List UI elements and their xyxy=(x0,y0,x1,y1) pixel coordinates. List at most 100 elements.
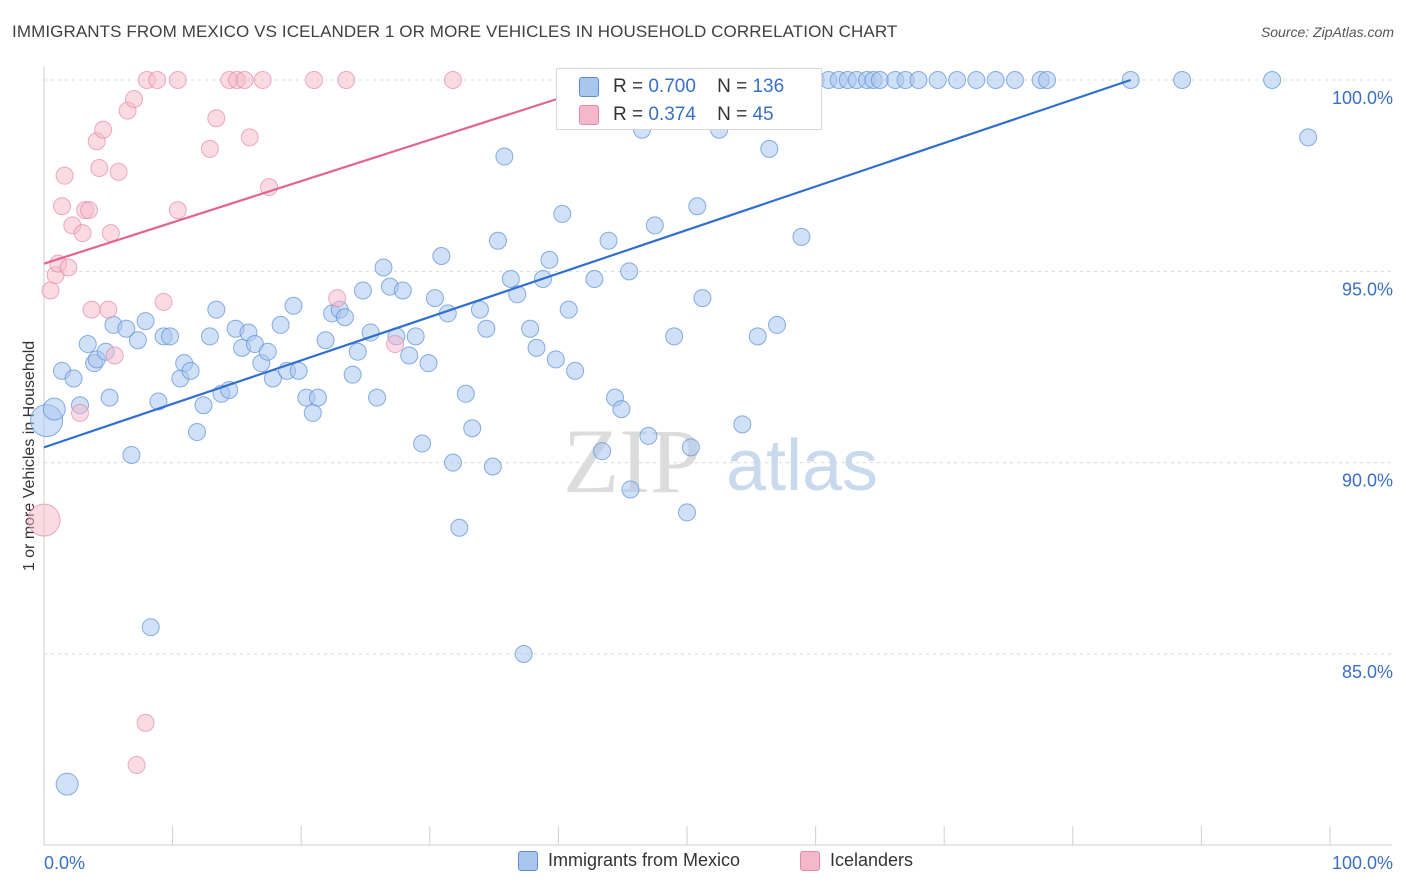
scatter-point xyxy=(986,71,1005,89)
scatter-point xyxy=(470,300,489,319)
scatter-point xyxy=(90,159,109,178)
scatter-point xyxy=(419,354,438,373)
scatter-point xyxy=(748,327,767,346)
scatter-point xyxy=(521,319,540,338)
scatter-point xyxy=(141,618,160,637)
scatter-point xyxy=(1263,71,1282,89)
scatter-point xyxy=(559,300,578,319)
scatter-point xyxy=(78,335,97,354)
legend-item-mexico[interactable]: Immigrants from Mexico xyxy=(518,850,740,871)
scatter-point xyxy=(109,162,128,181)
scatter-point xyxy=(488,231,507,250)
scatter-point xyxy=(271,315,290,334)
n-value: 45 xyxy=(752,104,774,125)
scatter-point xyxy=(450,518,469,537)
legend-item-icelanders[interactable]: Icelanders xyxy=(800,850,913,871)
scatter-point xyxy=(406,327,425,346)
source-label: Source: ZipAtlas.com xyxy=(1260,24,1394,40)
scatter-point xyxy=(443,453,462,472)
scatter-point xyxy=(27,503,61,537)
watermark-atlas: atlas xyxy=(726,426,878,506)
scatter-point xyxy=(343,365,362,384)
scatter-point xyxy=(593,442,612,461)
legend-label-mexico: Immigrants from Mexico xyxy=(548,850,741,870)
scatter-point xyxy=(42,397,66,421)
scatter-point xyxy=(456,384,475,403)
scatter-point xyxy=(101,224,120,243)
scatter-point xyxy=(463,419,482,438)
scatter-point xyxy=(188,423,207,442)
scatter-point xyxy=(546,350,565,369)
stats-swatch-icelanders xyxy=(579,105,599,125)
scatter-point xyxy=(1038,71,1057,89)
scatter-point xyxy=(235,71,254,89)
scatter-point xyxy=(207,300,226,319)
scatter-point xyxy=(59,258,78,277)
x-tick-label: 100.0% xyxy=(1332,853,1393,873)
trend-line-mexico xyxy=(43,78,1132,449)
watermark: ZIP atlas xyxy=(563,410,878,512)
scatter-point xyxy=(540,250,559,269)
scatter-point xyxy=(53,197,72,216)
scatter-point xyxy=(665,327,684,346)
axes xyxy=(43,66,1392,846)
scatter-point xyxy=(374,258,393,277)
scatter-point xyxy=(260,178,279,197)
scatter-point xyxy=(760,139,779,158)
scatter-point xyxy=(71,403,90,422)
scatter-point xyxy=(55,772,79,796)
scatter-point xyxy=(258,342,277,361)
scatter-point xyxy=(361,323,380,342)
scatter-point xyxy=(128,331,147,350)
scatter-point xyxy=(207,109,226,128)
scatter-point xyxy=(599,231,618,250)
scatter-point xyxy=(154,292,173,311)
scatter-point xyxy=(393,281,412,300)
scatter-point xyxy=(928,71,947,89)
scatter-point xyxy=(99,300,118,319)
y-tick-label: 95.0% xyxy=(1342,279,1393,299)
scatter-point xyxy=(693,289,712,308)
scatter-point xyxy=(240,128,259,147)
scatter-point xyxy=(94,120,113,139)
scatter-point xyxy=(161,327,180,346)
scatter-point xyxy=(508,285,527,304)
scatter-point xyxy=(117,319,136,338)
scatter-point xyxy=(181,361,200,380)
scatter-point xyxy=(82,300,101,319)
trend-lines xyxy=(43,78,1132,449)
scatter-point xyxy=(400,346,419,365)
scatter-point xyxy=(289,361,308,380)
scatter-point xyxy=(136,713,155,732)
stats-text-icelanders: R = 0.374 N = 45 xyxy=(613,104,774,126)
scatter-point xyxy=(148,71,167,89)
scatter-point xyxy=(733,415,752,434)
n-label: N = xyxy=(717,104,748,125)
scatter-point xyxy=(688,197,707,216)
scatter-point xyxy=(585,269,604,288)
scatter-point xyxy=(122,446,141,465)
scatter-point xyxy=(566,361,585,380)
scatter-point xyxy=(553,204,572,223)
r-value: 0.374 xyxy=(648,104,696,125)
scatter-point xyxy=(100,388,119,407)
scatter-point xyxy=(792,227,811,246)
scatter-point xyxy=(127,755,146,774)
scatter-point xyxy=(200,139,219,158)
series-icelanders xyxy=(27,71,651,774)
scatter-point xyxy=(194,396,213,415)
r-label: R = xyxy=(613,104,644,125)
scatter-point xyxy=(768,315,787,334)
n-value: 136 xyxy=(752,76,785,97)
scatter-point xyxy=(909,71,928,89)
x-tick-label: 0.0% xyxy=(44,853,85,873)
grid-lines xyxy=(44,79,1392,655)
scatter-point xyxy=(443,71,462,89)
scatter-point xyxy=(284,296,303,315)
legend-swatch-icelanders xyxy=(800,850,820,871)
stats-swatch-mexico xyxy=(579,77,599,97)
legend-label-icelanders: Icelanders xyxy=(830,850,914,870)
scatter-point xyxy=(305,71,324,89)
n-label: N = xyxy=(717,76,748,97)
